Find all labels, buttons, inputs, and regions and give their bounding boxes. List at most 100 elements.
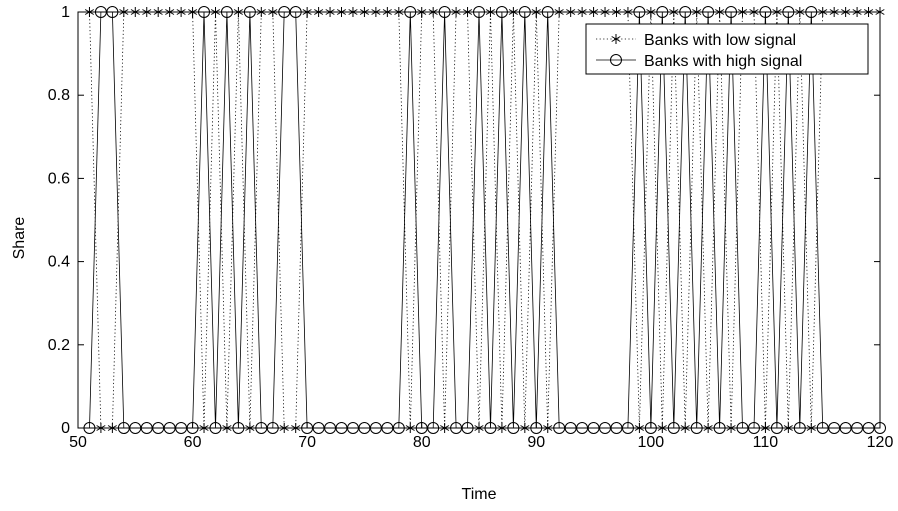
point-low-signal: [314, 7, 324, 17]
point-low-signal: [325, 7, 335, 17]
x-tick-label: 60: [184, 434, 202, 451]
point-low-signal: [497, 423, 507, 433]
x-tick-label: 90: [527, 434, 545, 451]
x-axis-label: Time: [462, 486, 497, 503]
y-tick-label: 1: [61, 4, 70, 21]
point-low-signal: [852, 7, 862, 17]
point-low-signal: [554, 7, 564, 17]
point-high-signal: [518, 6, 531, 18]
point-high-signal: [667, 422, 680, 434]
x-tick-label: 110: [753, 434, 779, 451]
point-high-signal: [679, 6, 692, 18]
point-high-signal: [495, 6, 508, 18]
point-low-signal: [130, 7, 140, 17]
point-high-signal: [874, 422, 886, 434]
point-low-signal: [531, 7, 541, 17]
point-low-signal: [783, 423, 793, 433]
point-high-signal: [747, 422, 760, 434]
point-high-signal: [461, 422, 474, 434]
point-low-signal: [210, 7, 221, 17]
point-high-signal: [484, 422, 497, 434]
point-high-signal: [702, 6, 715, 18]
point-high-signal: [656, 6, 669, 18]
point-high-signal: [805, 6, 818, 18]
y-tick-label: 0.4: [48, 254, 70, 271]
point-low-signal: [692, 7, 702, 17]
point-low-signal: [795, 7, 805, 17]
point-low-signal: [165, 7, 175, 17]
point-high-signal: [690, 422, 703, 434]
point-low-signal: [474, 423, 484, 433]
point-high-signal: [633, 6, 646, 18]
point-low-signal: [485, 7, 496, 17]
point-low-signal: [268, 7, 278, 17]
legend-marker-high-signal: [610, 54, 622, 66]
point-low-signal: [96, 423, 106, 433]
point-low-signal: [577, 7, 587, 17]
point-low-signal: [657, 423, 667, 433]
point-high-signal: [541, 6, 554, 18]
point-low-signal: [233, 7, 243, 17]
point-low-signal: [715, 7, 725, 17]
point-high-signal: [713, 422, 726, 434]
point-low-signal: [749, 7, 759, 17]
point-low-signal: [680, 423, 690, 433]
point-low-signal: [520, 423, 530, 433]
point-low-signal: [119, 7, 129, 17]
point-high-signal: [243, 6, 256, 18]
point-low-signal: [875, 7, 885, 17]
y-tick-label: 0.6: [48, 170, 70, 187]
point-high-signal: [770, 422, 783, 434]
point-high-signal: [220, 6, 233, 18]
point-high-signal: [507, 422, 520, 434]
point-low-signal: [84, 7, 95, 17]
point-low-signal: [371, 7, 381, 17]
legend-sample-high-signal: [596, 54, 636, 66]
point-low-signal: [508, 7, 518, 17]
x-tick-label: 70: [298, 434, 316, 451]
point-high-signal: [427, 422, 440, 434]
x-tick-label: 50: [69, 434, 87, 451]
point-low-signal: [634, 423, 644, 433]
point-low-signal: [245, 423, 255, 433]
point-low-signal: [199, 423, 209, 433]
point-low-signal: [566, 7, 576, 17]
point-low-signal: [646, 7, 656, 17]
point-low-signal: [669, 7, 679, 17]
point-low-signal: [543, 423, 553, 433]
point-low-signal: [107, 423, 117, 433]
point-low-signal: [188, 7, 198, 17]
y-tick-label: 0.8: [48, 87, 70, 104]
point-high-signal: [725, 6, 738, 18]
legend-box: [585, 23, 869, 75]
point-high-signal: [83, 422, 96, 434]
point-low-signal: [279, 423, 289, 433]
point-high-signal: [621, 422, 634, 434]
point-low-signal: [462, 7, 473, 17]
point-low-signal: [176, 7, 186, 17]
point-low-signal: [829, 7, 839, 17]
point-low-signal: [703, 423, 713, 433]
point-low-signal: [841, 7, 851, 17]
point-low-signal: [256, 7, 266, 17]
x-tick-label: 80: [413, 434, 431, 451]
point-high-signal: [209, 422, 222, 434]
point-low-signal: [760, 423, 770, 433]
point-high-signal: [438, 6, 451, 18]
point-low-signal: [806, 423, 816, 433]
point-high-signal: [232, 422, 245, 434]
point-low-signal: [348, 7, 358, 17]
point-high-signal: [782, 6, 795, 18]
point-low-signal: [417, 7, 427, 17]
point-high-signal: [404, 6, 417, 18]
point-high-signal: [266, 422, 279, 434]
legend-marker-low-signal: [611, 34, 621, 44]
point-low-signal: [737, 7, 748, 17]
point-high-signal: [186, 422, 199, 434]
point-low-signal: [726, 423, 736, 433]
y-axis-label: Share: [11, 217, 28, 260]
series-layer: [83, 6, 886, 434]
point-low-signal: [382, 7, 392, 17]
point-high-signal: [473, 6, 485, 18]
